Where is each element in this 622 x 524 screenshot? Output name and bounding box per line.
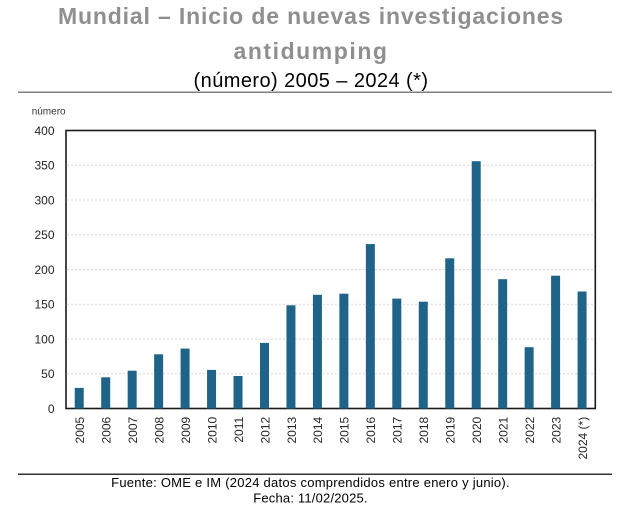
- svg-text:Fuente: OME e IM (2024 datos c: Fuente: OME e IM (2024 datos comprendido…: [111, 475, 510, 490]
- svg-text:2018: 2018: [417, 416, 431, 443]
- svg-text:2009: 2009: [179, 416, 193, 443]
- svg-text:2008: 2008: [152, 416, 166, 443]
- svg-text:400: 400: [34, 124, 54, 138]
- svg-text:2020: 2020: [470, 416, 484, 443]
- svg-text:(número) 2005 – 2024 (*): (número) 2005 – 2024 (*): [194, 70, 429, 92]
- svg-text:2016: 2016: [364, 416, 378, 443]
- svg-text:2019: 2019: [444, 416, 458, 443]
- svg-text:número: número: [32, 107, 66, 118]
- svg-text:2010: 2010: [205, 416, 219, 443]
- svg-text:2006: 2006: [100, 416, 114, 443]
- svg-text:2007: 2007: [126, 416, 140, 443]
- svg-text:100: 100: [34, 332, 54, 346]
- svg-text:250: 250: [34, 228, 54, 242]
- svg-text:350: 350: [34, 159, 54, 173]
- svg-text:antidumping: antidumping: [233, 38, 388, 64]
- svg-text:2023: 2023: [549, 416, 563, 443]
- svg-text:200: 200: [34, 263, 54, 277]
- svg-text:2014: 2014: [311, 416, 325, 443]
- svg-text:2011: 2011: [232, 416, 246, 442]
- svg-text:300: 300: [34, 193, 54, 207]
- svg-text:0: 0: [48, 402, 55, 416]
- svg-text:2012: 2012: [258, 416, 272, 443]
- svg-text:2022: 2022: [523, 416, 537, 443]
- svg-text:Mundial – Inicio de nuevas inv: Mundial – Inicio de nuevas investigacion…: [58, 3, 564, 29]
- svg-text:50: 50: [41, 367, 55, 381]
- svg-text:2024 (*): 2024 (*): [576, 417, 590, 460]
- svg-text:150: 150: [34, 298, 54, 312]
- svg-text:2005: 2005: [73, 416, 87, 443]
- svg-text:2013: 2013: [285, 416, 299, 443]
- svg-text:Fecha: 11/02/2025.: Fecha: 11/02/2025.: [253, 491, 368, 506]
- svg-text:2021: 2021: [496, 416, 510, 443]
- svg-text:2015: 2015: [338, 416, 352, 443]
- svg-text:2017: 2017: [391, 416, 405, 443]
